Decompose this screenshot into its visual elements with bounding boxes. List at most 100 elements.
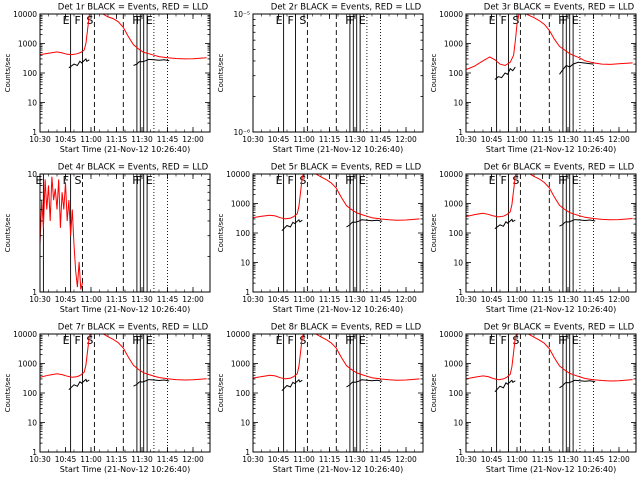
x-tick-label: 10:30 <box>29 455 51 464</box>
event-markers <box>496 14 594 132</box>
x-tick-label: 11:15 <box>319 135 341 144</box>
x-tick-label: 10:45 <box>55 455 77 464</box>
y-tick-label: 10 <box>240 419 250 428</box>
x-tick-label: 11:00 <box>80 455 102 464</box>
y-axis-label: Counts/sec <box>4 374 12 413</box>
event-markers <box>283 14 381 132</box>
plot-frame <box>252 13 424 133</box>
y-tick-label: 10⁻⁵ <box>233 10 250 19</box>
marker-label: E <box>572 14 579 27</box>
x-tick-label: 12:00 <box>395 135 417 144</box>
events-line <box>133 379 170 387</box>
events-line <box>494 218 516 230</box>
event-markers <box>70 14 168 132</box>
y-tick-label: 100 <box>236 229 251 238</box>
event-markers <box>70 334 168 452</box>
x-tick-label: 11:30 <box>557 295 579 304</box>
marker-label: F <box>132 334 138 347</box>
x-tick-label: 12:00 <box>395 455 417 464</box>
y-axis-label: Counts/sec <box>217 374 225 413</box>
y-axis-label: Counts/sec <box>430 374 438 413</box>
y-axis-label: Counts/sec <box>217 214 225 253</box>
marker-label: F <box>501 334 507 347</box>
marker-label: E <box>146 174 153 187</box>
y-tick-label: 10000 <box>13 10 37 19</box>
event-markers <box>496 334 594 452</box>
x-tick-label: 11:45 <box>583 455 605 464</box>
events-line <box>346 219 383 228</box>
x-tick-label: 10:45 <box>481 295 503 304</box>
marker-label: E <box>63 334 70 347</box>
chart-title: Det 2r BLACK = Events, RED = LLD <box>271 3 422 13</box>
x-tick-label: 11:30 <box>344 135 366 144</box>
marker-label: S <box>512 14 519 27</box>
x-axis-label: Start Time (21-Nov-12 10:26:40) <box>60 305 190 314</box>
chart-title: Det 5r BLACK = Events, RED = LLD <box>271 163 422 173</box>
marker-label: E <box>276 14 283 27</box>
marker-label: F <box>558 174 564 187</box>
y-axis-label: Counts/sec <box>430 214 438 253</box>
marker-label: E <box>359 14 366 27</box>
lld-line <box>253 174 420 221</box>
y-tick-label: 10 <box>27 99 37 108</box>
y-tick-label: 1000 <box>231 360 250 369</box>
marker-label: S <box>86 14 93 27</box>
marker-label: E <box>63 14 70 27</box>
series-group <box>40 334 207 390</box>
x-tick-label: 11:00 <box>506 455 528 464</box>
marker-label: F <box>345 174 351 187</box>
marker-label: S <box>75 174 82 187</box>
events-line <box>133 58 170 66</box>
x-tick-label: 11:30 <box>557 135 579 144</box>
events-line <box>281 378 303 392</box>
marker-label: F <box>349 14 355 27</box>
marker-label: F <box>136 174 142 187</box>
chart-title: Det 9r BLACK = Events, RED = LLD <box>484 323 635 333</box>
x-tick-label: 11:15 <box>532 455 554 464</box>
chart-title: Det 3r BLACK = Events, RED = LLD <box>484 3 635 13</box>
chart-title: Det 6r BLACK = Events, RED = LLD <box>484 163 635 173</box>
marker-label: F <box>136 334 142 347</box>
event-markers <box>42 174 168 292</box>
x-axis-label: Start Time (21-Nov-12 10:26:40) <box>60 145 190 154</box>
y-tick-label: 10000 <box>13 330 37 339</box>
x-tick-label: 10:45 <box>55 135 77 144</box>
marker-label: F <box>63 174 69 187</box>
y-tick-label: 10 <box>453 259 463 268</box>
events-line <box>68 378 90 390</box>
y-tick-label: 1 <box>32 288 37 297</box>
y-tick-label: 1 <box>458 128 463 137</box>
lld-line <box>466 14 633 71</box>
y-tick-label: 10 <box>27 170 37 179</box>
y-tick-label: 1000 <box>231 200 250 209</box>
events-line <box>559 379 596 389</box>
series-group <box>40 14 207 69</box>
y-tick-label: 100 <box>449 389 464 398</box>
x-tick-label: 10:30 <box>242 295 264 304</box>
x-tick-label: 10:30 <box>242 455 264 464</box>
chart-title: Det 7r BLACK = Events, RED = LLD <box>58 323 209 333</box>
marker-label: S <box>86 334 93 347</box>
x-tick-label: 12:00 <box>608 135 630 144</box>
marker-label: E <box>359 174 366 187</box>
x-tick-label: 11:45 <box>157 455 179 464</box>
marker-label: F <box>132 174 138 187</box>
marker-label: E <box>35 174 42 187</box>
y-tick-label: 1 <box>32 128 37 137</box>
y-tick-label: 100 <box>23 389 38 398</box>
x-axis-label: Start Time (21-Nov-12 10:26:40) <box>273 305 403 314</box>
x-tick-label: 11:15 <box>106 295 128 304</box>
y-tick-label: 10 <box>453 99 463 108</box>
x-tick-label: 10:30 <box>455 295 477 304</box>
x-tick-label: 10:30 <box>29 295 51 304</box>
lld-line <box>40 176 83 290</box>
y-tick-label: 100 <box>236 389 251 398</box>
x-tick-label: 11:15 <box>106 455 128 464</box>
chart-title: Det 4r BLACK = Events, RED = LLD <box>58 163 209 173</box>
y-tick-label: 1000 <box>444 40 463 49</box>
y-tick-label: 100 <box>23 69 38 78</box>
x-tick-label: 11:00 <box>506 135 528 144</box>
